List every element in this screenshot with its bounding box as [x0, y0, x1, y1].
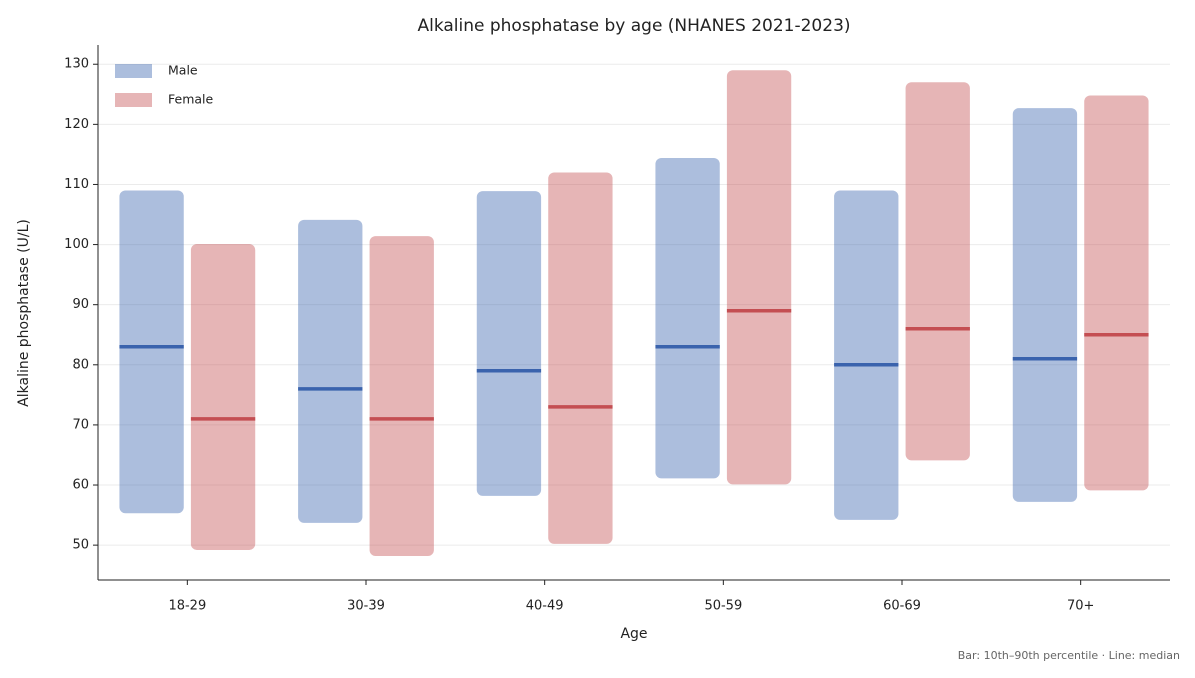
legend-label: Female — [168, 92, 214, 107]
y-tick-label: 100 — [64, 237, 89, 252]
y-tick-label: 50 — [72, 538, 89, 553]
range-bar — [834, 190, 899, 520]
range-bar — [726, 70, 792, 485]
range-bar — [1012, 108, 1078, 502]
range-bar — [655, 158, 720, 479]
x-tick-label: 18-29 — [168, 599, 206, 614]
legend-label: Male — [168, 63, 198, 78]
y-tick-label: 70 — [72, 417, 89, 432]
range-bar — [298, 219, 363, 523]
range-bar — [190, 243, 256, 550]
legend-swatch — [115, 64, 152, 78]
y-tick-label: 90 — [72, 297, 89, 312]
x-tick-label: 40-49 — [526, 599, 564, 614]
y-tick-label: 80 — [72, 357, 89, 372]
footnote: Bar: 10th–90th percentile · Line: median — [958, 649, 1180, 662]
range-bar — [1084, 95, 1149, 491]
y-tick-label: 120 — [64, 117, 89, 132]
x-tick-label: 30-39 — [347, 599, 385, 614]
range-bar — [119, 190, 184, 514]
range-bar — [369, 236, 434, 556]
x-tick-label: 60-69 — [883, 599, 921, 614]
legend-swatch — [115, 93, 152, 107]
y-tick-label: 130 — [64, 57, 89, 72]
y-axis-title: Alkaline phosphatase (U/L) — [16, 219, 32, 407]
range-bar — [905, 82, 970, 461]
range-bar — [548, 172, 613, 544]
range-bar — [476, 191, 542, 496]
x-axis-title: Age — [620, 626, 647, 642]
x-tick-label: 50-59 — [704, 599, 742, 614]
chart-title: Alkaline phosphatase by age (NHANES 2021… — [417, 16, 850, 36]
x-tick-label: 70+ — [1067, 599, 1094, 614]
y-tick-label: 60 — [72, 478, 89, 493]
y-tick-label: 110 — [64, 177, 89, 192]
